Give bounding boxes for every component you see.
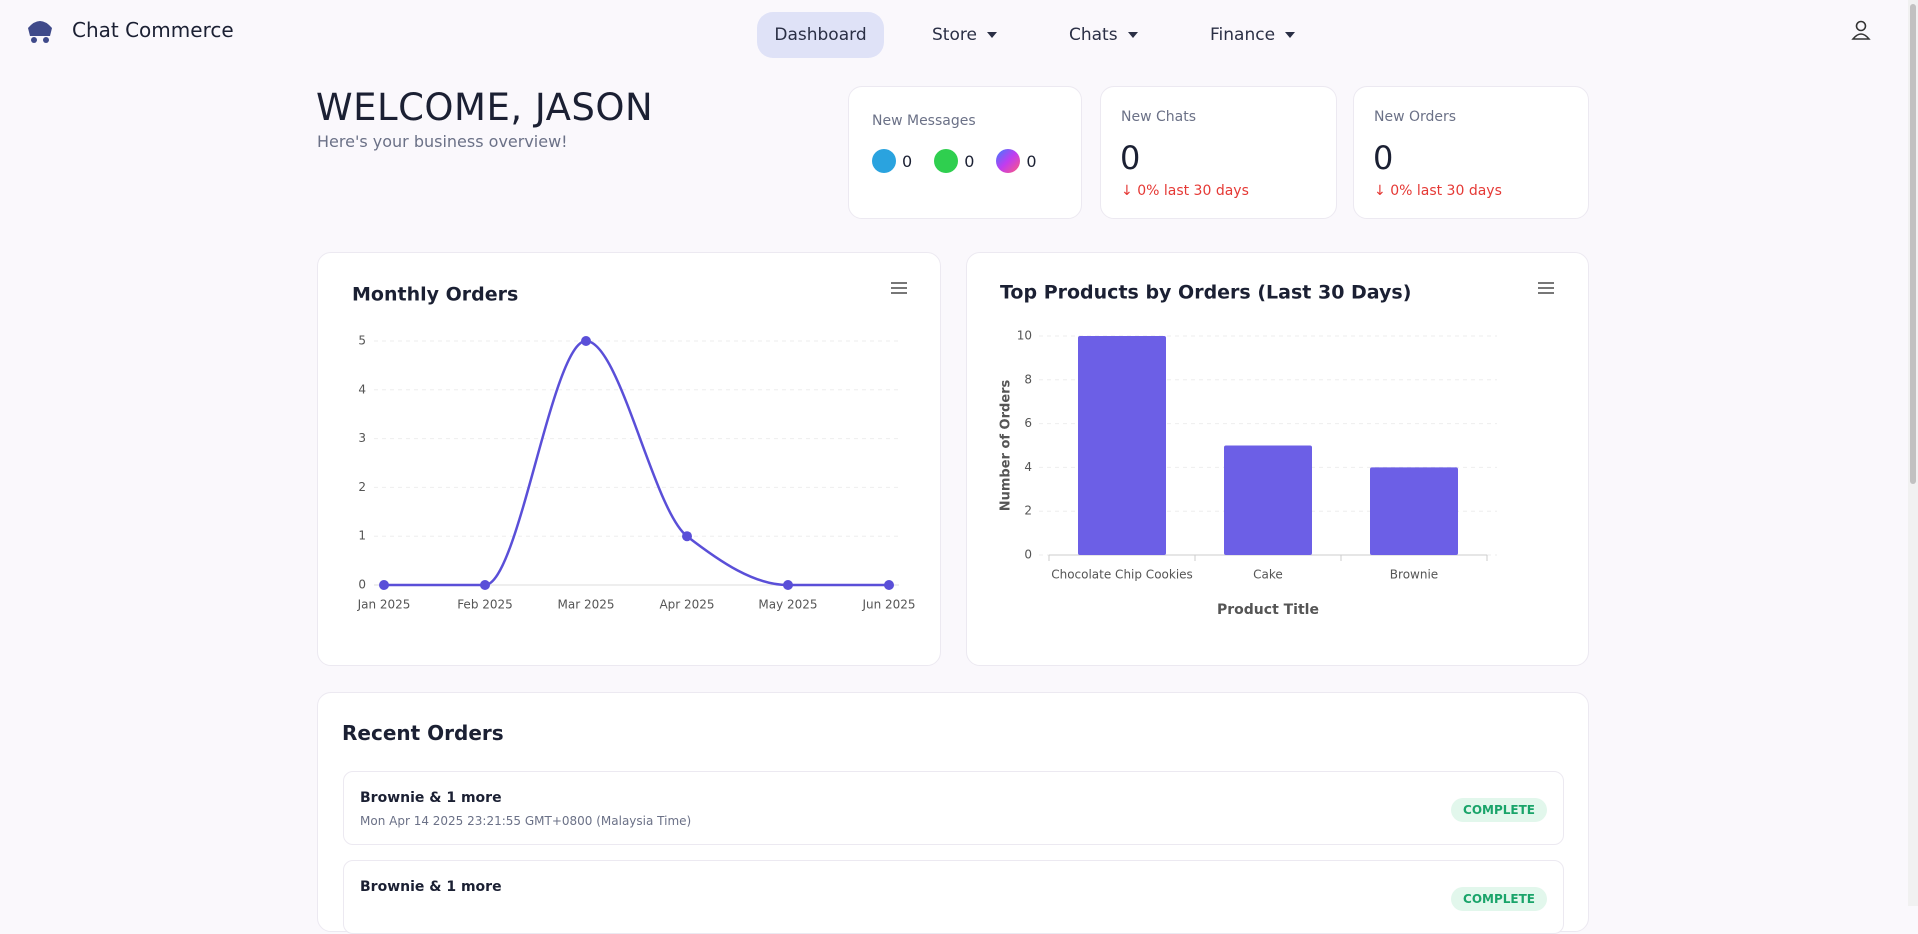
x-tick-label: May 2025 — [758, 598, 817, 612]
point — [581, 336, 591, 346]
card-label: New Orders — [1374, 109, 1457, 125]
welcome-title: WELCOME, JASON — [316, 86, 654, 129]
point — [379, 580, 389, 590]
logo — [28, 21, 52, 43]
menu-icon[interactable] — [891, 282, 907, 294]
menu-icon[interactable] — [1538, 282, 1554, 294]
card-value: 0 — [1120, 139, 1141, 177]
y-tick-label: 4 — [358, 382, 366, 396]
brand: Chat Commerce — [72, 18, 234, 42]
y-tick-label: 2 — [1024, 504, 1032, 518]
bar — [1370, 467, 1458, 555]
card-value: 0 — [1373, 139, 1394, 177]
nav-store[interactable]: Store — [932, 12, 997, 58]
order-date: Mon Apr 14 2025 23:21:55 GMT+0800 (Malay… — [360, 814, 692, 828]
messenger-count: 0 — [1026, 151, 1037, 171]
charts: Monthly Orders 0 1 2 3 4 5 Jan 2025 Feb 2025 Mar … — [352, 282, 1554, 618]
card-change: ↓ 0% last 30 days — [1121, 183, 1249, 199]
order-row[interactable]: Brownie & 1 more Mon Apr 14 2025 23:21:5… — [343, 771, 1564, 845]
telegram-count: 0 — [902, 151, 913, 171]
messages-card: New Messages 0 0 0 — [848, 86, 1082, 219]
chart-title: Monthly Orders — [352, 284, 518, 306]
y-tick-label: 10 — [1017, 329, 1032, 343]
x-tick-label: Brownie — [1390, 568, 1438, 582]
chart-title: Top Products by Orders (Last 30 Days) — [1000, 282, 1411, 304]
status-badge: COMPLETE — [1451, 798, 1547, 822]
bar — [1078, 336, 1166, 555]
user-icon[interactable] — [1850, 19, 1872, 41]
y-tick-label: 5 — [358, 334, 366, 348]
chats-card: New Chats 0 ↓ 0% last 30 days — [1100, 86, 1337, 219]
recent-orders-card: Recent Orders Brownie & 1 more Mon Apr 1… — [317, 692, 1589, 934]
y-tick-label: 1 — [358, 529, 366, 543]
x-tick-label: Jun 2025 — [861, 598, 915, 612]
y-tick-label: 0 — [1024, 548, 1032, 562]
scrollbar[interactable] — [1908, 0, 1918, 906]
y-axis-label: Number of Orders — [999, 379, 1014, 511]
nav-chats[interactable]: Chats — [1069, 12, 1138, 58]
nav-finance[interactable]: Finance — [1210, 12, 1296, 58]
point — [682, 531, 692, 542]
x-tick-label: Cake — [1253, 568, 1283, 582]
y-tick-label: 3 — [358, 431, 366, 445]
y-tick-label: 0 — [358, 578, 366, 592]
x-tick-label: Mar 2025 — [558, 598, 615, 612]
x-axis-label: Product Title — [1217, 602, 1319, 618]
order-row[interactable]: Brownie & 1 more COMPLETE — [343, 860, 1564, 934]
line — [384, 339, 889, 587]
point — [783, 580, 793, 590]
orders-card: New Orders 0 ↓ 0% last 30 days — [1353, 86, 1589, 219]
status-badge: COMPLETE — [1451, 887, 1547, 911]
x-tick-label: Apr 2025 — [659, 598, 714, 612]
y-tick-label: 8 — [1024, 372, 1032, 386]
x-tick-label: Chocolate Chip Cookies — [1051, 568, 1193, 582]
point — [884, 580, 894, 590]
welcome-subtitle: Here's your business overview! — [317, 132, 568, 151]
card-change: ↓ 0% last 30 days — [1374, 183, 1502, 199]
card-label: New Messages — [872, 113, 976, 129]
channels: 0 0 0 — [872, 149, 1059, 173]
nav-dashboard[interactable]: Dashboard — [757, 12, 884, 58]
order-title: Brownie & 1 more — [360, 790, 502, 806]
section-title: Recent Orders — [342, 721, 504, 745]
x-tick-label: Feb 2025 — [457, 598, 513, 612]
x-tick-label: Jan 2025 — [357, 598, 411, 612]
nav-bar: Chat Commerce Dashboard Store Chats Fina… — [0, 0, 1918, 62]
card-label: New Chats — [1121, 109, 1196, 125]
point — [480, 580, 490, 590]
y-tick-label: 6 — [1024, 416, 1032, 430]
bar — [1224, 445, 1312, 555]
chart-card — [317, 252, 941, 666]
whatsapp-count: 0 — [964, 151, 975, 171]
y-tick-label: 4 — [1024, 460, 1032, 474]
y-tick-label: 2 — [358, 480, 366, 494]
order-title: Brownie & 1 more — [360, 879, 502, 895]
